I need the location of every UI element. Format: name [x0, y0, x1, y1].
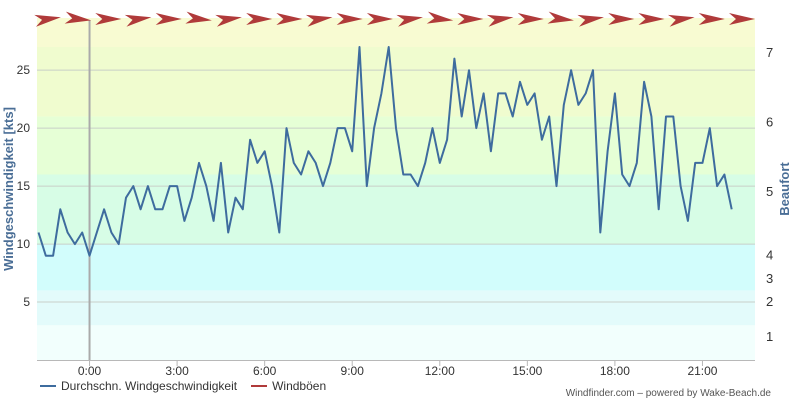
- gust-arrow-shape: [185, 11, 212, 24]
- x-tick-label: 6:00: [253, 364, 277, 378]
- gust-arrow-14: [457, 13, 484, 25]
- x-tick-label: 18:00: [600, 364, 630, 378]
- gust-arrow-9: [305, 14, 333, 27]
- left-axis-ticks: 5 10 15 20 25: [17, 63, 31, 309]
- x-tick-label: 12:00: [425, 364, 455, 378]
- legend-item-gusts[interactable]: Windböen: [251, 379, 326, 393]
- series-line-0: [37, 46, 733, 257]
- beaufort-axis-title: Beaufort: [777, 162, 792, 216]
- legend-swatch-avg-wind: [40, 385, 56, 387]
- gust-arrow-2: [95, 13, 122, 25]
- gust-arrow-11: [366, 13, 393, 25]
- gust-arrow-shape: [34, 14, 61, 27]
- gust-arrow-shape: [64, 11, 92, 24]
- gust-arrow-6: [215, 14, 242, 27]
- x-tick-label: 15:00: [512, 364, 542, 378]
- y-tick-label: 15: [17, 179, 31, 193]
- beaufort-tick-label: 6: [766, 114, 773, 129]
- x-tick-label: 3:00: [165, 364, 189, 378]
- gust-arrow-shape: [638, 13, 665, 25]
- gust-arrow-20: [638, 13, 665, 25]
- band-2: [37, 244, 755, 291]
- gust-arrow-shape: [336, 13, 363, 25]
- gust-arrow-21: [667, 14, 695, 27]
- x-tick-label: 21:00: [687, 364, 717, 378]
- beaufort-tick-label: 4: [766, 248, 773, 263]
- band-6: [37, 18, 755, 47]
- gust-arrow-shape: [124, 14, 152, 27]
- gust-arrow-shape: [608, 13, 635, 25]
- gust-arrow-shape: [95, 13, 122, 25]
- gust-arrow-1: [64, 11, 92, 24]
- gust-arrows: [34, 11, 755, 27]
- gust-arrow-shape: [305, 14, 333, 27]
- gust-arrow-7: [246, 13, 273, 25]
- gust-arrow-shape: [366, 13, 393, 25]
- legend-swatch-gusts: [251, 385, 268, 387]
- gust-arrow-shape: [729, 13, 755, 25]
- gust-arrow-12: [396, 14, 423, 27]
- band-1: [37, 290, 755, 326]
- x-axis-ticks: 0:00 3:00 6:00 9:00 12:00 15:00 18:00 21:00: [78, 360, 718, 378]
- gust-arrow-0: [34, 14, 61, 27]
- y-tick-label: 5: [23, 295, 30, 309]
- gust-arrow-13: [426, 11, 454, 24]
- gust-arrow-shape: [426, 11, 454, 24]
- x-tick-label: 9:00: [341, 364, 365, 378]
- band-0: [37, 325, 755, 360]
- beaufort-tick-label: 3: [766, 271, 773, 286]
- credit-text[interactable]: Windfinder.com – powered by Wake-Beach.d…: [565, 388, 771, 399]
- beaufort-tick-label: 1: [766, 329, 773, 344]
- gust-arrow-8: [276, 13, 303, 25]
- gust-arrow-3: [124, 14, 152, 27]
- band-5: [37, 46, 755, 117]
- beaufort-bands: [37, 18, 755, 360]
- legend-label-avg-wind: Durchschn. Windgeschwindigkeit: [61, 379, 238, 393]
- gust-arrow-shape: [246, 13, 273, 25]
- gust-arrow-shape: [457, 13, 484, 25]
- gust-arrow-5: [185, 11, 212, 24]
- y-tick-label: 10: [17, 237, 31, 251]
- gust-arrow-18: [577, 14, 604, 27]
- gridlines: [37, 69, 755, 361]
- beaufort-tick-label: 5: [766, 184, 773, 199]
- gust-arrow-shape: [577, 14, 604, 27]
- wind-speed-series: [37, 46, 733, 257]
- gust-arrow-shape: [547, 11, 574, 24]
- gust-arrow-shape: [396, 14, 423, 27]
- gust-arrow-16: [517, 13, 544, 25]
- beaufort-tick-label: 2: [766, 294, 773, 309]
- gust-arrow-15: [486, 14, 514, 27]
- legend-label-gusts: Windböen: [272, 379, 327, 393]
- x-tick-label: 0:00: [78, 364, 102, 378]
- gust-arrow-shape: [215, 14, 242, 27]
- gust-arrow-19: [608, 13, 635, 25]
- beaufort-axis-ticks: 1 2 3 4 5 6 7: [766, 45, 773, 344]
- gust-arrow-17: [547, 11, 574, 24]
- legend-item-avg-wind[interactable]: Durchschn. Windgeschwindigkeit: [40, 379, 237, 393]
- gust-arrow-shape: [517, 13, 544, 25]
- gust-arrow-shape: [276, 13, 303, 25]
- gust-arrow-22: [698, 13, 725, 25]
- gust-arrow-shape: [155, 13, 182, 25]
- gust-arrow-23: [729, 13, 755, 25]
- gust-arrow-shape: [698, 13, 725, 25]
- y-tick-label: 25: [17, 63, 31, 77]
- band-3: [37, 174, 755, 245]
- y-axis-title: Windgeschwindigkeit [kts]: [1, 107, 16, 271]
- gust-arrow-shape: [486, 14, 514, 27]
- gust-arrow-4: [155, 13, 182, 25]
- beaufort-tick-label: 7: [766, 45, 773, 60]
- gust-arrow-10: [336, 13, 363, 25]
- y-tick-label: 20: [17, 121, 31, 135]
- legend: Durchschn. Windgeschwindigkeit Windböen: [40, 379, 326, 393]
- gust-arrow-shape: [667, 14, 695, 27]
